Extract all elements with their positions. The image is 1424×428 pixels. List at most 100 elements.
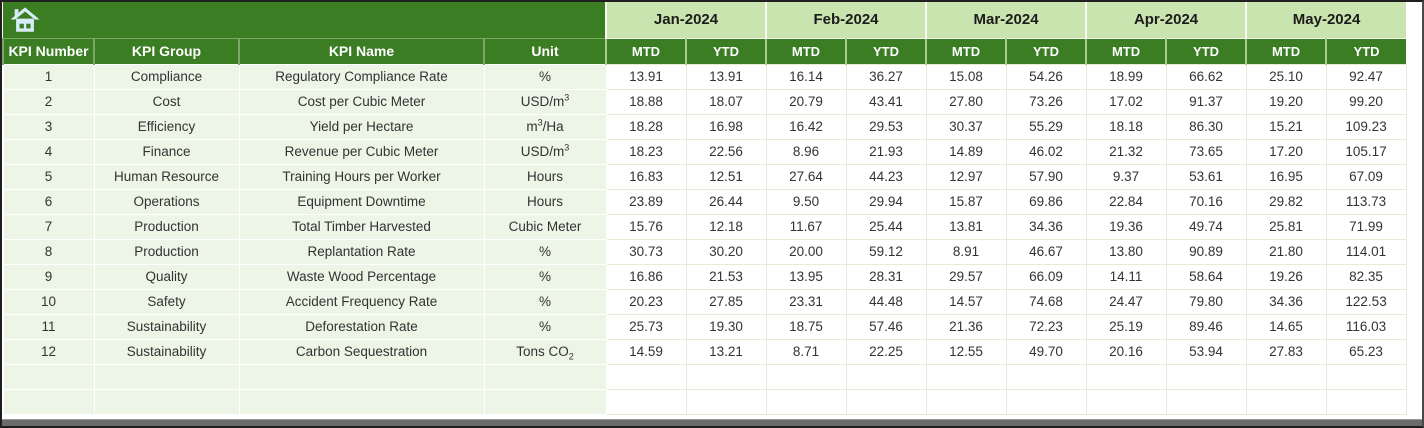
cell-value[interactable]: 16.86: [605, 263, 687, 290]
empty-cell[interactable]: [2, 388, 95, 415]
cell-value[interactable]: 29.57: [925, 263, 1007, 290]
cell-value[interactable]: 36.27: [845, 63, 927, 90]
cell-kpi-group[interactable]: Operations: [93, 188, 240, 215]
cell-unit[interactable]: Hours: [483, 163, 607, 190]
cell-kpi-name[interactable]: Deforestation Rate: [238, 313, 485, 340]
cell-kpi-group[interactable]: Compliance: [93, 63, 240, 90]
cell-value[interactable]: 18.18: [1085, 113, 1167, 140]
cell-kpi-group[interactable]: Safety: [93, 288, 240, 315]
cell-kpi-group[interactable]: Human Resource: [93, 163, 240, 190]
cell-kpi-group[interactable]: Production: [93, 238, 240, 265]
cell-kpi-name[interactable]: Regulatory Compliance Rate: [238, 63, 485, 90]
cell-value[interactable]: 21.80: [1245, 238, 1327, 265]
cell-kpi-name[interactable]: Equipment Downtime: [238, 188, 485, 215]
cell-kpi-name[interactable]: Waste Wood Percentage: [238, 263, 485, 290]
cell-value[interactable]: 91.37: [1165, 88, 1247, 115]
cell-value[interactable]: 25.73: [605, 313, 687, 340]
cell-value[interactable]: 44.48: [845, 288, 927, 315]
cell-value[interactable]: 15.76: [605, 213, 687, 240]
cell-value[interactable]: 12.97: [925, 163, 1007, 190]
cell-value[interactable]: 18.88: [605, 88, 687, 115]
cell-unit[interactable]: m3/Ha: [483, 113, 607, 140]
cell-value[interactable]: 19.20: [1245, 88, 1327, 115]
cell-value[interactable]: 12.18: [685, 213, 767, 240]
cell-value[interactable]: 114.01: [1325, 238, 1407, 265]
subheader-feb-2024-ytd[interactable]: YTD: [844, 37, 927, 64]
cell-value[interactable]: 19.30: [685, 313, 767, 340]
cell-value[interactable]: 27.80: [925, 88, 1007, 115]
cell-value[interactable]: 8.71: [765, 338, 847, 365]
cell-kpi-number[interactable]: 7: [2, 213, 95, 240]
cell-value[interactable]: 20.23: [605, 288, 687, 315]
cell-value[interactable]: 49.70: [1005, 338, 1087, 365]
column-header-unit[interactable]: Unit: [483, 37, 606, 64]
cell-value[interactable]: 8.96: [765, 138, 847, 165]
empty-cell[interactable]: [2, 363, 95, 390]
subheader-jan-2024-ytd[interactable]: YTD: [685, 37, 766, 64]
cell-unit[interactable]: Tons CO2: [483, 338, 607, 365]
cell-value[interactable]: 69.86: [1005, 188, 1087, 215]
cell-value[interactable]: 28.31: [845, 263, 927, 290]
cell-kpi-group[interactable]: Sustainability: [93, 313, 240, 340]
cell-kpi-name[interactable]: Accident Frequency Rate: [238, 288, 485, 315]
month-header-jan-2024[interactable]: Jan-2024: [605, 2, 766, 39]
cell-value[interactable]: 19.26: [1245, 263, 1327, 290]
cell-value[interactable]: 12.55: [925, 338, 1007, 365]
cell-value[interactable]: 18.75: [765, 313, 847, 340]
empty-cell[interactable]: [685, 363, 767, 390]
cell-value[interactable]: 92.47: [1325, 63, 1407, 90]
cell-value[interactable]: 46.67: [1005, 238, 1087, 265]
cell-value[interactable]: 79.80: [1165, 288, 1247, 315]
month-header-mar-2024[interactable]: Mar-2024: [925, 2, 1087, 39]
cell-kpi-number[interactable]: 2: [2, 88, 95, 115]
subheader-mar-2024-ytd[interactable]: YTD: [1005, 37, 1087, 64]
cell-kpi-name[interactable]: Yield per Hectare: [238, 113, 485, 140]
cell-kpi-group[interactable]: Production: [93, 213, 240, 240]
cell-value[interactable]: 19.36: [1085, 213, 1167, 240]
cell-value[interactable]: 26.44: [685, 188, 767, 215]
empty-cell[interactable]: [605, 388, 687, 415]
cell-value[interactable]: 16.95: [1245, 163, 1327, 190]
cell-value[interactable]: 25.19: [1085, 313, 1167, 340]
cell-value[interactable]: 22.25: [845, 338, 927, 365]
empty-cell[interactable]: [605, 363, 687, 390]
cell-value[interactable]: 122.53: [1325, 288, 1407, 315]
cell-value[interactable]: 18.07: [685, 88, 767, 115]
home-icon[interactable]: [10, 6, 40, 33]
column-header-kpi-group[interactable]: KPI Group: [93, 37, 239, 64]
cell-value[interactable]: 14.11: [1085, 263, 1167, 290]
cell-kpi-number[interactable]: 10: [2, 288, 95, 315]
cell-value[interactable]: 13.80: [1085, 238, 1167, 265]
cell-kpi-name[interactable]: Revenue per Cubic Meter: [238, 138, 485, 165]
cell-value[interactable]: 9.37: [1085, 163, 1167, 190]
cell-kpi-number[interactable]: 4: [2, 138, 95, 165]
empty-cell[interactable]: [1245, 363, 1327, 390]
cell-unit[interactable]: Hours: [483, 188, 607, 215]
cell-value[interactable]: 12.51: [685, 163, 767, 190]
subheader-apr-2024-ytd[interactable]: YTD: [1165, 37, 1247, 64]
cell-value[interactable]: 116.03: [1325, 313, 1407, 340]
cell-value[interactable]: 20.16: [1085, 338, 1167, 365]
cell-value[interactable]: 59.12: [845, 238, 927, 265]
cell-value[interactable]: 29.94: [845, 188, 927, 215]
cell-kpi-group[interactable]: Quality: [93, 263, 240, 290]
cell-value[interactable]: 30.20: [685, 238, 767, 265]
cell-value[interactable]: 25.44: [845, 213, 927, 240]
cell-value[interactable]: 13.95: [765, 263, 847, 290]
cell-kpi-number[interactable]: 11: [2, 313, 95, 340]
subheader-mar-2024-mtd[interactable]: MTD: [925, 37, 1007, 64]
cell-value[interactable]: 67.09: [1325, 163, 1407, 190]
empty-cell[interactable]: [1085, 363, 1167, 390]
cell-value[interactable]: 55.29: [1005, 113, 1087, 140]
cell-value[interactable]: 15.08: [925, 63, 1007, 90]
cell-value[interactable]: 27.64: [765, 163, 847, 190]
cell-value[interactable]: 17.02: [1085, 88, 1167, 115]
cell-kpi-number[interactable]: 6: [2, 188, 95, 215]
cell-kpi-name[interactable]: Carbon Sequestration: [238, 338, 485, 365]
cell-value[interactable]: 15.21: [1245, 113, 1327, 140]
cell-value[interactable]: 29.82: [1245, 188, 1327, 215]
cell-value[interactable]: 11.67: [765, 213, 847, 240]
empty-cell[interactable]: [238, 363, 485, 390]
cell-kpi-number[interactable]: 3: [2, 113, 95, 140]
cell-value[interactable]: 27.85: [685, 288, 767, 315]
